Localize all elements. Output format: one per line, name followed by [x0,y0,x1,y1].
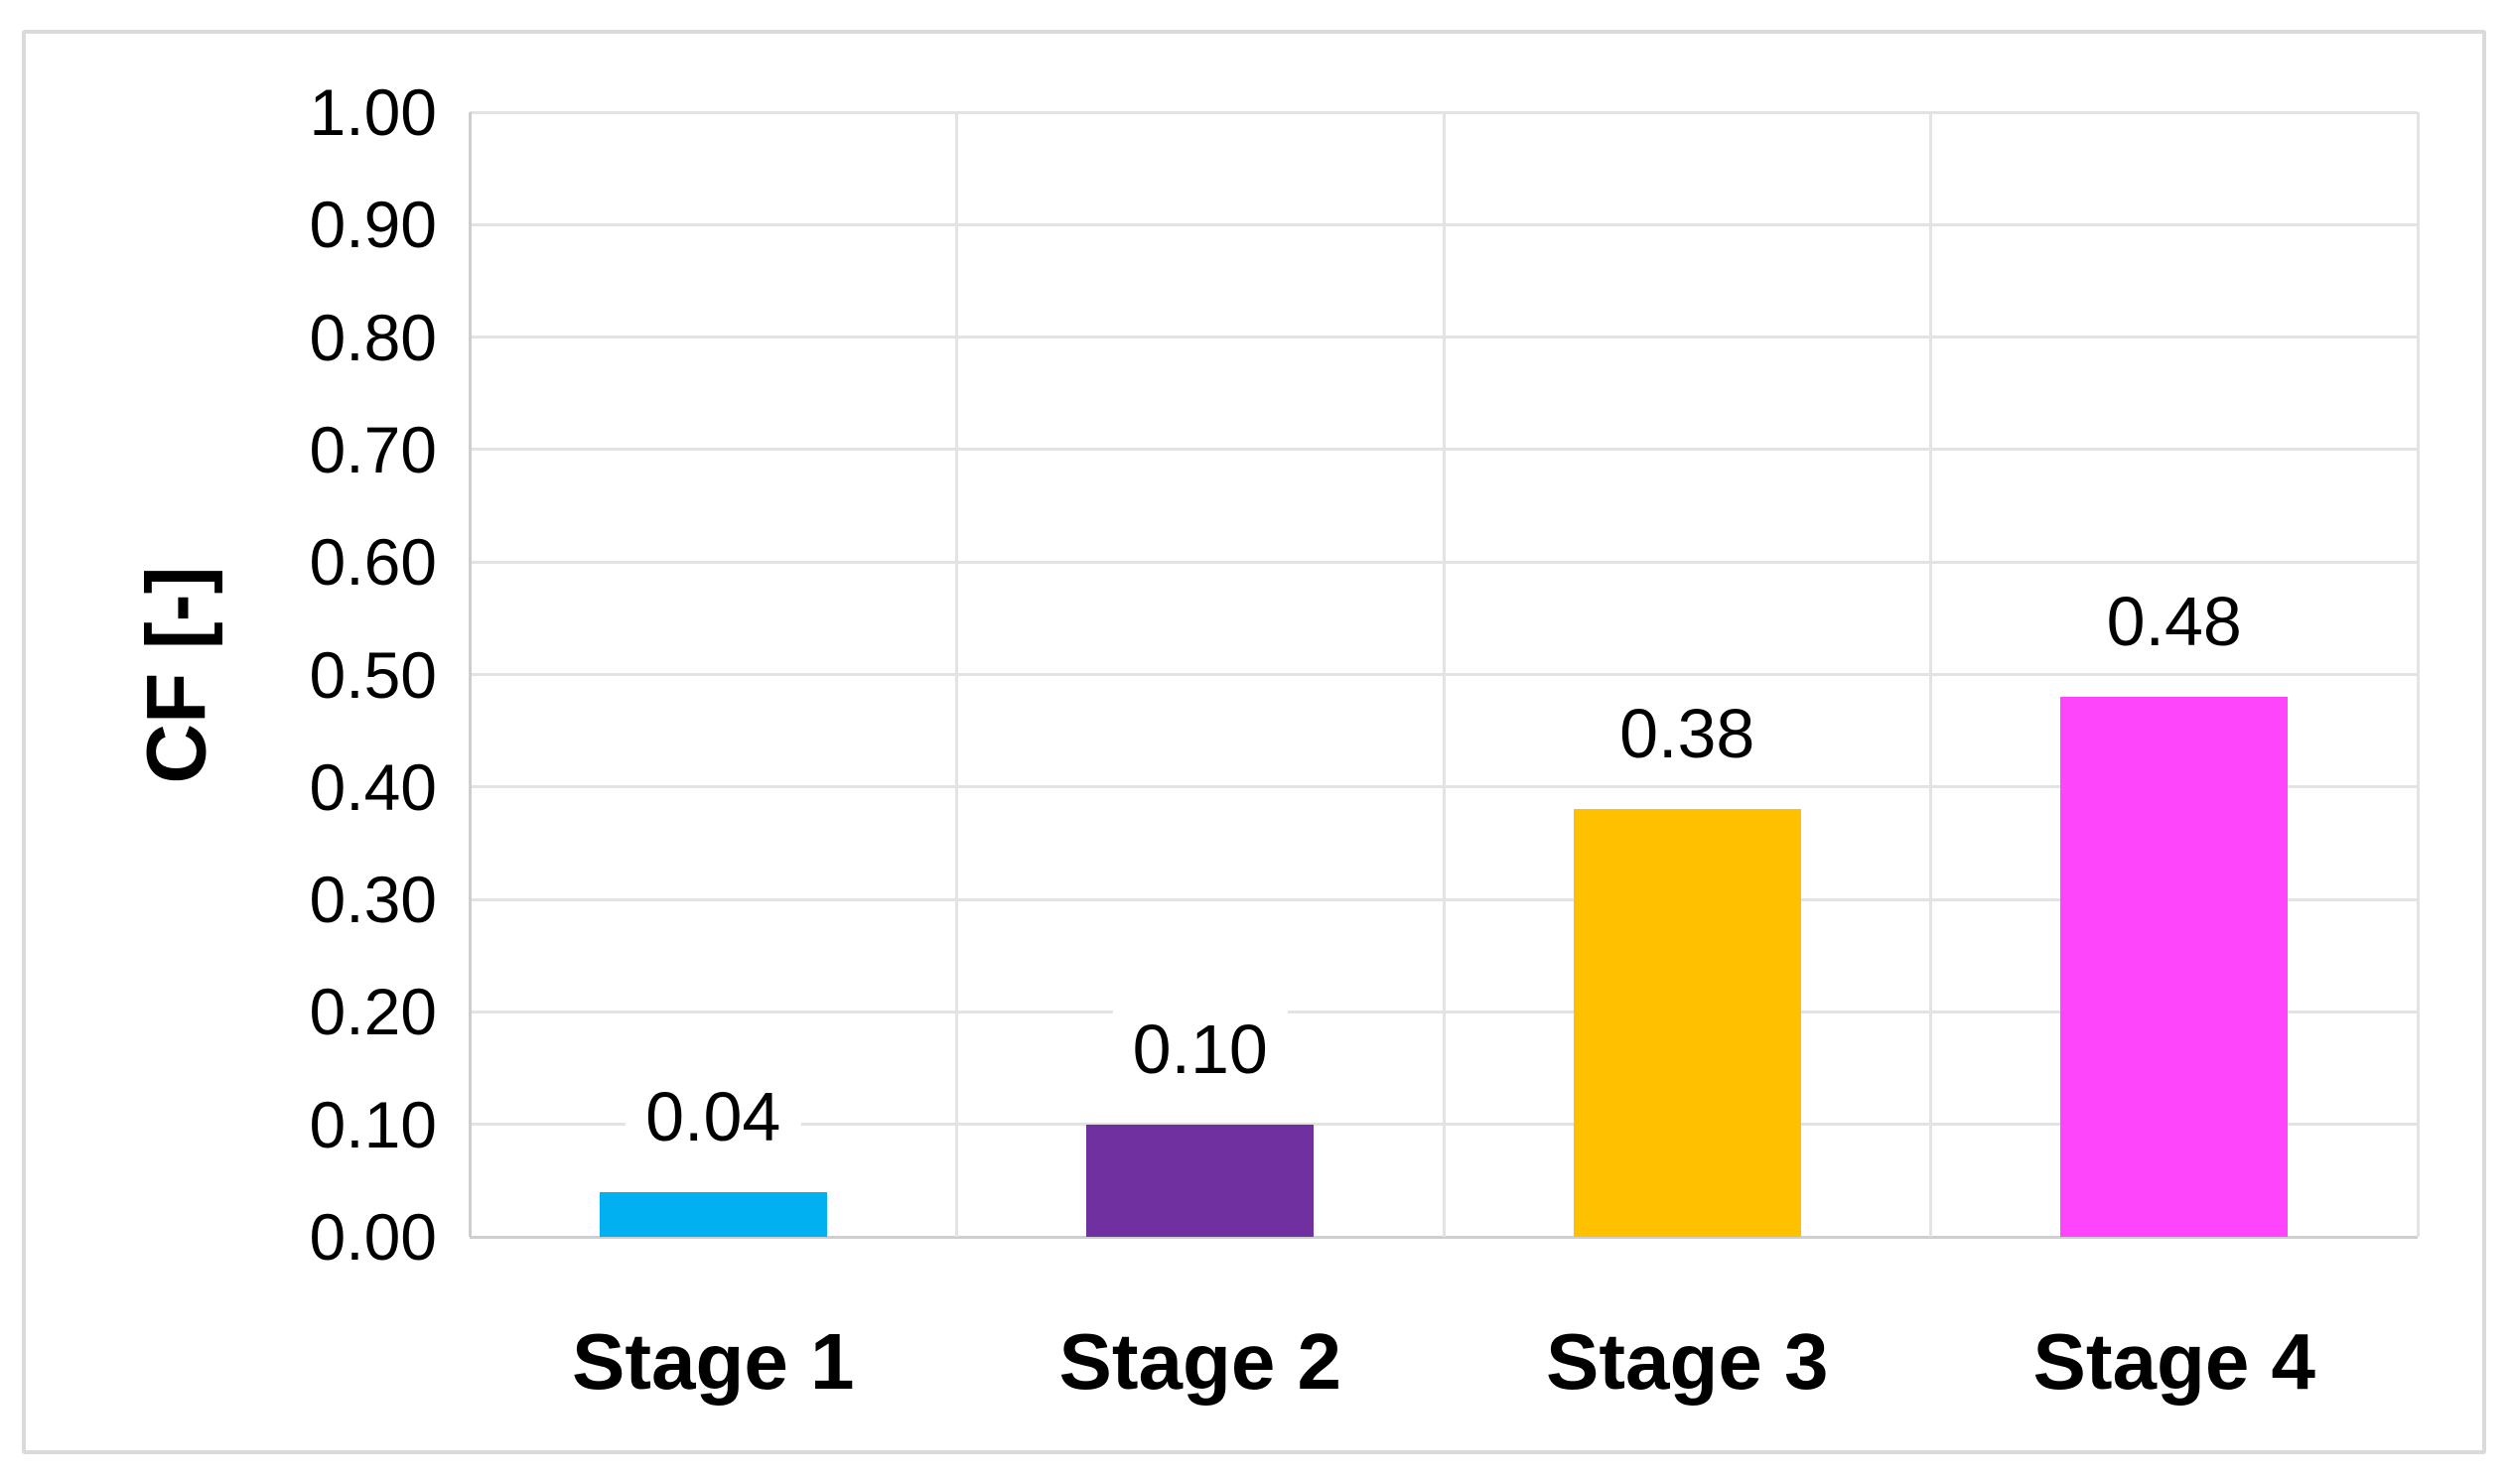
gridline-vertical [1442,112,1446,1237]
gridline-vertical [2416,112,2420,1237]
gridline-vertical [955,112,958,1237]
y-tick-label: 0.60 [309,525,437,600]
y-tick-label: 0.80 [309,300,437,374]
y-tick-label: 0.90 [309,188,437,262]
x-category-label: Stage 1 [571,1317,855,1406]
x-axis-line [470,1235,2418,1239]
gridline-vertical [1929,112,1932,1237]
y-axis-line [468,112,472,1237]
bar-data-label: 0.10 [1112,1007,1288,1092]
bar-data-label: 0.38 [1600,692,1775,776]
x-category-label: Stage 2 [1058,1317,1342,1406]
y-tick-label: 0.50 [309,637,437,712]
bar [1086,1124,1315,1237]
y-tick-label: 0.40 [309,749,437,824]
bar [2060,697,2289,1237]
bar [1573,809,1801,1237]
x-category-label: Stage 4 [2032,1317,2316,1406]
bar-data-label: 0.04 [626,1074,801,1159]
x-category-label: Stage 3 [1545,1317,1829,1406]
bar [599,1191,827,1237]
y-tick-label: 0.20 [309,975,437,1049]
y-tick-label: 0.10 [309,1087,437,1161]
y-tick-label: 0.70 [309,412,437,486]
y-tick-label: 0.00 [309,1200,437,1274]
bar-data-label: 0.48 [2086,580,2262,664]
y-tick-label: 0.30 [309,863,437,937]
y-tick-label: 1.00 [309,75,437,149]
